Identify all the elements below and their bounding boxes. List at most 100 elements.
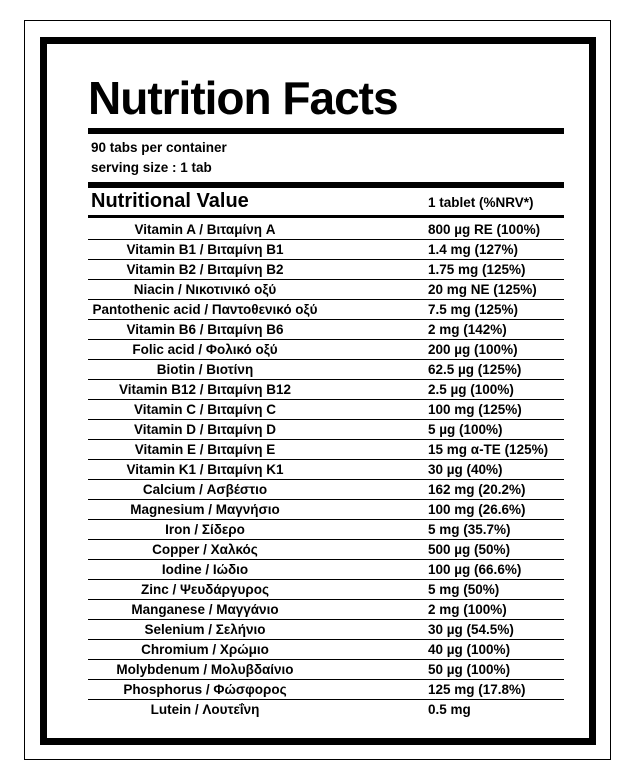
amount: 5 µg (100%)	[428, 422, 503, 437]
table-row: Niacin / Νικοτινικό οξύ 20 mg NE (125%)	[60, 280, 564, 300]
nutrient: Selenium / Σελήνιο	[144, 622, 266, 637]
row-line	[88, 299, 564, 300]
amount: 30 µg (40%)	[428, 462, 503, 477]
amount: 62.5 µg (125%)	[428, 362, 522, 377]
row-line	[88, 339, 564, 340]
nutrient: Vitamin D / Βιταμίνη D	[134, 422, 276, 437]
nutrient: Zinc / Ψευδάργυρος	[140, 582, 269, 597]
amount: 2 mg (100%)	[428, 602, 507, 617]
amount: 100 µg (66.6%)	[428, 562, 522, 577]
amount: 0.5 mg	[428, 702, 471, 717]
amount: 5 mg (50%)	[428, 582, 500, 597]
table-row: Biotin / Βιοτίνη 62.5 µg (125%)	[60, 360, 564, 380]
row-line	[88, 539, 564, 540]
table-row: Vitamin B2 / Βιταμίνη B2 1.75 mg (125%)	[60, 260, 564, 280]
row-line	[88, 319, 564, 320]
row-line	[88, 619, 564, 620]
row-line	[88, 499, 564, 500]
row-line	[88, 359, 564, 360]
nutrient: Lutein / Λουτεΐνη	[150, 702, 260, 717]
table-row: Phosphorus / Φώσφορος 125 mg (17.8%)	[60, 680, 564, 700]
table-row: Vitamin B6 / Βιταμίνη B6 2 mg (142%)	[60, 320, 564, 340]
table-row: Folic acid / Φολικό οξύ 200 µg (100%)	[60, 340, 564, 360]
rule	[88, 128, 564, 134]
amount: 100 mg (125%)	[428, 402, 522, 417]
nutrient: Vitamin B6 / Βιταμίνη B6	[126, 322, 284, 337]
column-header: Nutritional Value	[91, 190, 249, 212]
column-header: 1 tablet (%NRV*)	[428, 195, 534, 210]
row-line	[88, 599, 564, 600]
nutrient: Vitamin E / Βιταμίνη E	[134, 442, 276, 457]
rule	[88, 182, 564, 188]
nutrient: Vitamin K1 / Βιταμίνη K1	[126, 462, 284, 477]
table-row: Calcium / Ασβέστιο 162 mg (20.2%)	[60, 480, 564, 500]
nutrient: Vitamin C / Βιταμίνη C	[134, 402, 276, 417]
amount: 20 mg NE (125%)	[428, 282, 537, 297]
nutrient: Iodine / Ιώδιο	[161, 562, 249, 577]
nutrient: Copper / Χαλκός	[152, 542, 258, 557]
row-line	[88, 559, 564, 560]
nutrient: Iron / Σίδερο	[165, 522, 245, 537]
table-row: Vitamin E / Βιταμίνη E 15 mg α-TE (125%)	[60, 440, 564, 460]
amount: 100 mg (26.6%)	[428, 502, 526, 517]
table-row: Vitamin B1 / Βιταμίνη B1 1.4 mg (127%)	[60, 240, 564, 260]
nutrient: Vitamin A / Βιταμίνη A	[134, 222, 276, 237]
nutrient: Magnesium / Μαγνήσιο	[130, 502, 280, 517]
table-row: Zinc / Ψευδάργυρος 5 mg (50%)	[60, 580, 564, 600]
table-row: Lutein / Λουτεΐνη 0.5 mg	[60, 700, 564, 720]
nutrient: Molybdenum / Μολυβδαίνιο	[116, 662, 294, 677]
outer-border	[24, 20, 611, 760]
table-row: Vitamin D / Βιταμίνη D 5 µg (100%)	[60, 420, 564, 440]
table-row: Vitamin K1 / Βιταμίνη K1 30 µg (40%)	[60, 460, 564, 480]
nutrient: Chromium / Χρώμιο	[141, 642, 269, 657]
amount: 5 mg (35.7%)	[428, 522, 511, 537]
table-row: Manganese / Μαγγάνιο 2 mg (100%)	[60, 600, 564, 620]
amount: 15 mg α-TE (125%)	[428, 442, 549, 457]
nutrient: Vitamin B2 / Βιταμίνη B2	[126, 262, 284, 277]
amount: 200 µg (100%)	[428, 342, 518, 357]
row-line	[88, 579, 564, 580]
nutrient: Vitamin B1 / Βιταμίνη B1	[126, 242, 284, 257]
row-line	[88, 259, 564, 260]
row-line	[88, 379, 564, 380]
nutrient: Phosphorus / Φώσφορος	[123, 682, 287, 697]
table-row: Magnesium / Μαγνήσιο 100 mg (26.6%)	[60, 500, 564, 520]
nutrient: Calcium / Ασβέστιο	[142, 482, 268, 497]
nutrient: Niacin / Νικοτινικό οξύ	[133, 282, 277, 297]
table-row: Iodine / Ιώδιο 100 µg (66.6%)	[60, 560, 564, 580]
row-line	[88, 699, 564, 700]
amount: 2.5 µg (100%)	[428, 382, 514, 397]
amount: 125 mg (17.8%)	[428, 682, 526, 697]
nutrient: Folic acid / Φολικό οξύ	[132, 342, 278, 357]
row-line	[88, 659, 564, 660]
row-line	[88, 239, 564, 240]
nutrient: Pantothenic acid / Παντοθενικό οξύ	[92, 302, 318, 317]
title: Nutrition Facts	[88, 72, 399, 124]
amount: 1.75 mg (125%)	[428, 262, 526, 277]
amount: 7.5 mg (125%)	[428, 302, 519, 317]
row-line	[88, 419, 564, 420]
nutrient: Vitamin B12 / Βιταμίνη B12	[118, 382, 291, 397]
amount: 1.4 mg (127%)	[428, 242, 519, 257]
amount: 500 µg (50%)	[428, 542, 511, 557]
serving-size: serving size : 1 tab	[91, 160, 212, 175]
rule	[88, 215, 564, 218]
amount: 162 mg (20.2%)	[428, 482, 526, 497]
table-row: Vitamin A / Βιταμίνη A 800 µg RE (100%)	[60, 220, 564, 240]
row-line	[88, 519, 564, 520]
row-line	[88, 479, 564, 480]
row-line	[88, 439, 564, 440]
amount: 30 µg (54.5%)	[428, 622, 514, 637]
frame	[40, 37, 596, 745]
table-row: Molybdenum / Μολυβδαίνιο 50 µg (100%)	[60, 660, 564, 680]
row-line	[88, 639, 564, 640]
table-row: Selenium / Σελήνιο 30 µg (54.5%)	[60, 620, 564, 640]
amount: 40 µg (100%)	[428, 642, 511, 657]
table-row: Vitamin B12 / Βιταμίνη B12 2.5 µg (100%)	[60, 380, 564, 400]
servings: 90 tabs per container	[91, 140, 227, 155]
table-row: Chromium / Χρώμιο 40 µg (100%)	[60, 640, 564, 660]
table-row: Vitamin C / Βιταμίνη C 100 mg (125%)	[60, 400, 564, 420]
row-line	[88, 279, 564, 280]
nutrient: Biotin / Βιοτίνη	[156, 362, 254, 377]
